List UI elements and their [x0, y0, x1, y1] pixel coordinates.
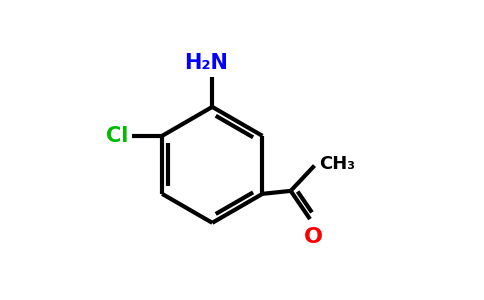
Text: CH₃: CH₃ [319, 155, 355, 173]
Text: H₂N: H₂N [184, 53, 228, 73]
Text: O: O [303, 226, 322, 247]
Text: Cl: Cl [106, 126, 128, 146]
